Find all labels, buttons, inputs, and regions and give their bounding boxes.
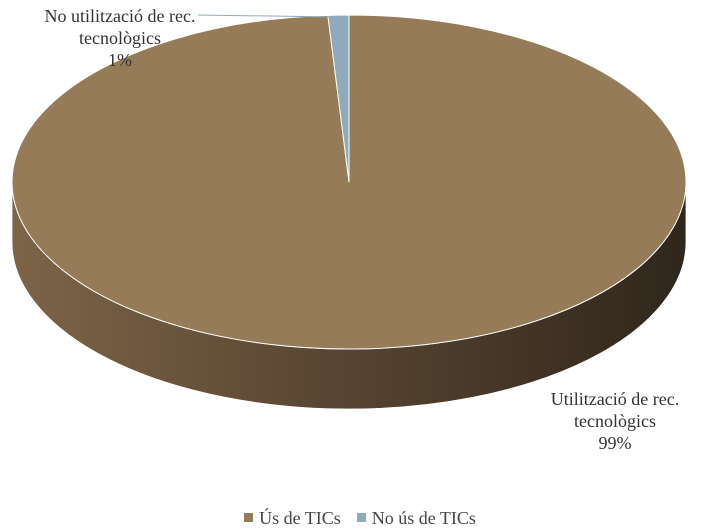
- label-value: 1%: [108, 50, 132, 70]
- leader-line: [197, 14, 337, 18]
- legend-swatch: [356, 513, 366, 522]
- label-value: 99%: [598, 433, 632, 453]
- legend-label: Ús de TICs: [259, 508, 341, 528]
- label-name: No utilització de rec. tecnològics: [44, 6, 196, 48]
- legend: Ús de TICs No ús de TICs: [0, 508, 720, 529]
- legend-label: No ús de TICs: [371, 508, 476, 528]
- legend-swatch: [244, 513, 254, 522]
- data-label: No utilització de rec. tecnològics 1%: [20, 5, 220, 71]
- legend-item: Ús de TICs: [244, 508, 341, 529]
- data-label: Utilització de rec. tecnològics 99%: [515, 388, 715, 454]
- label-name: Utilització de rec. tecnològics: [550, 389, 680, 431]
- legend-item: No ús de TICs: [356, 508, 476, 529]
- slice: [327, 14, 350, 183]
